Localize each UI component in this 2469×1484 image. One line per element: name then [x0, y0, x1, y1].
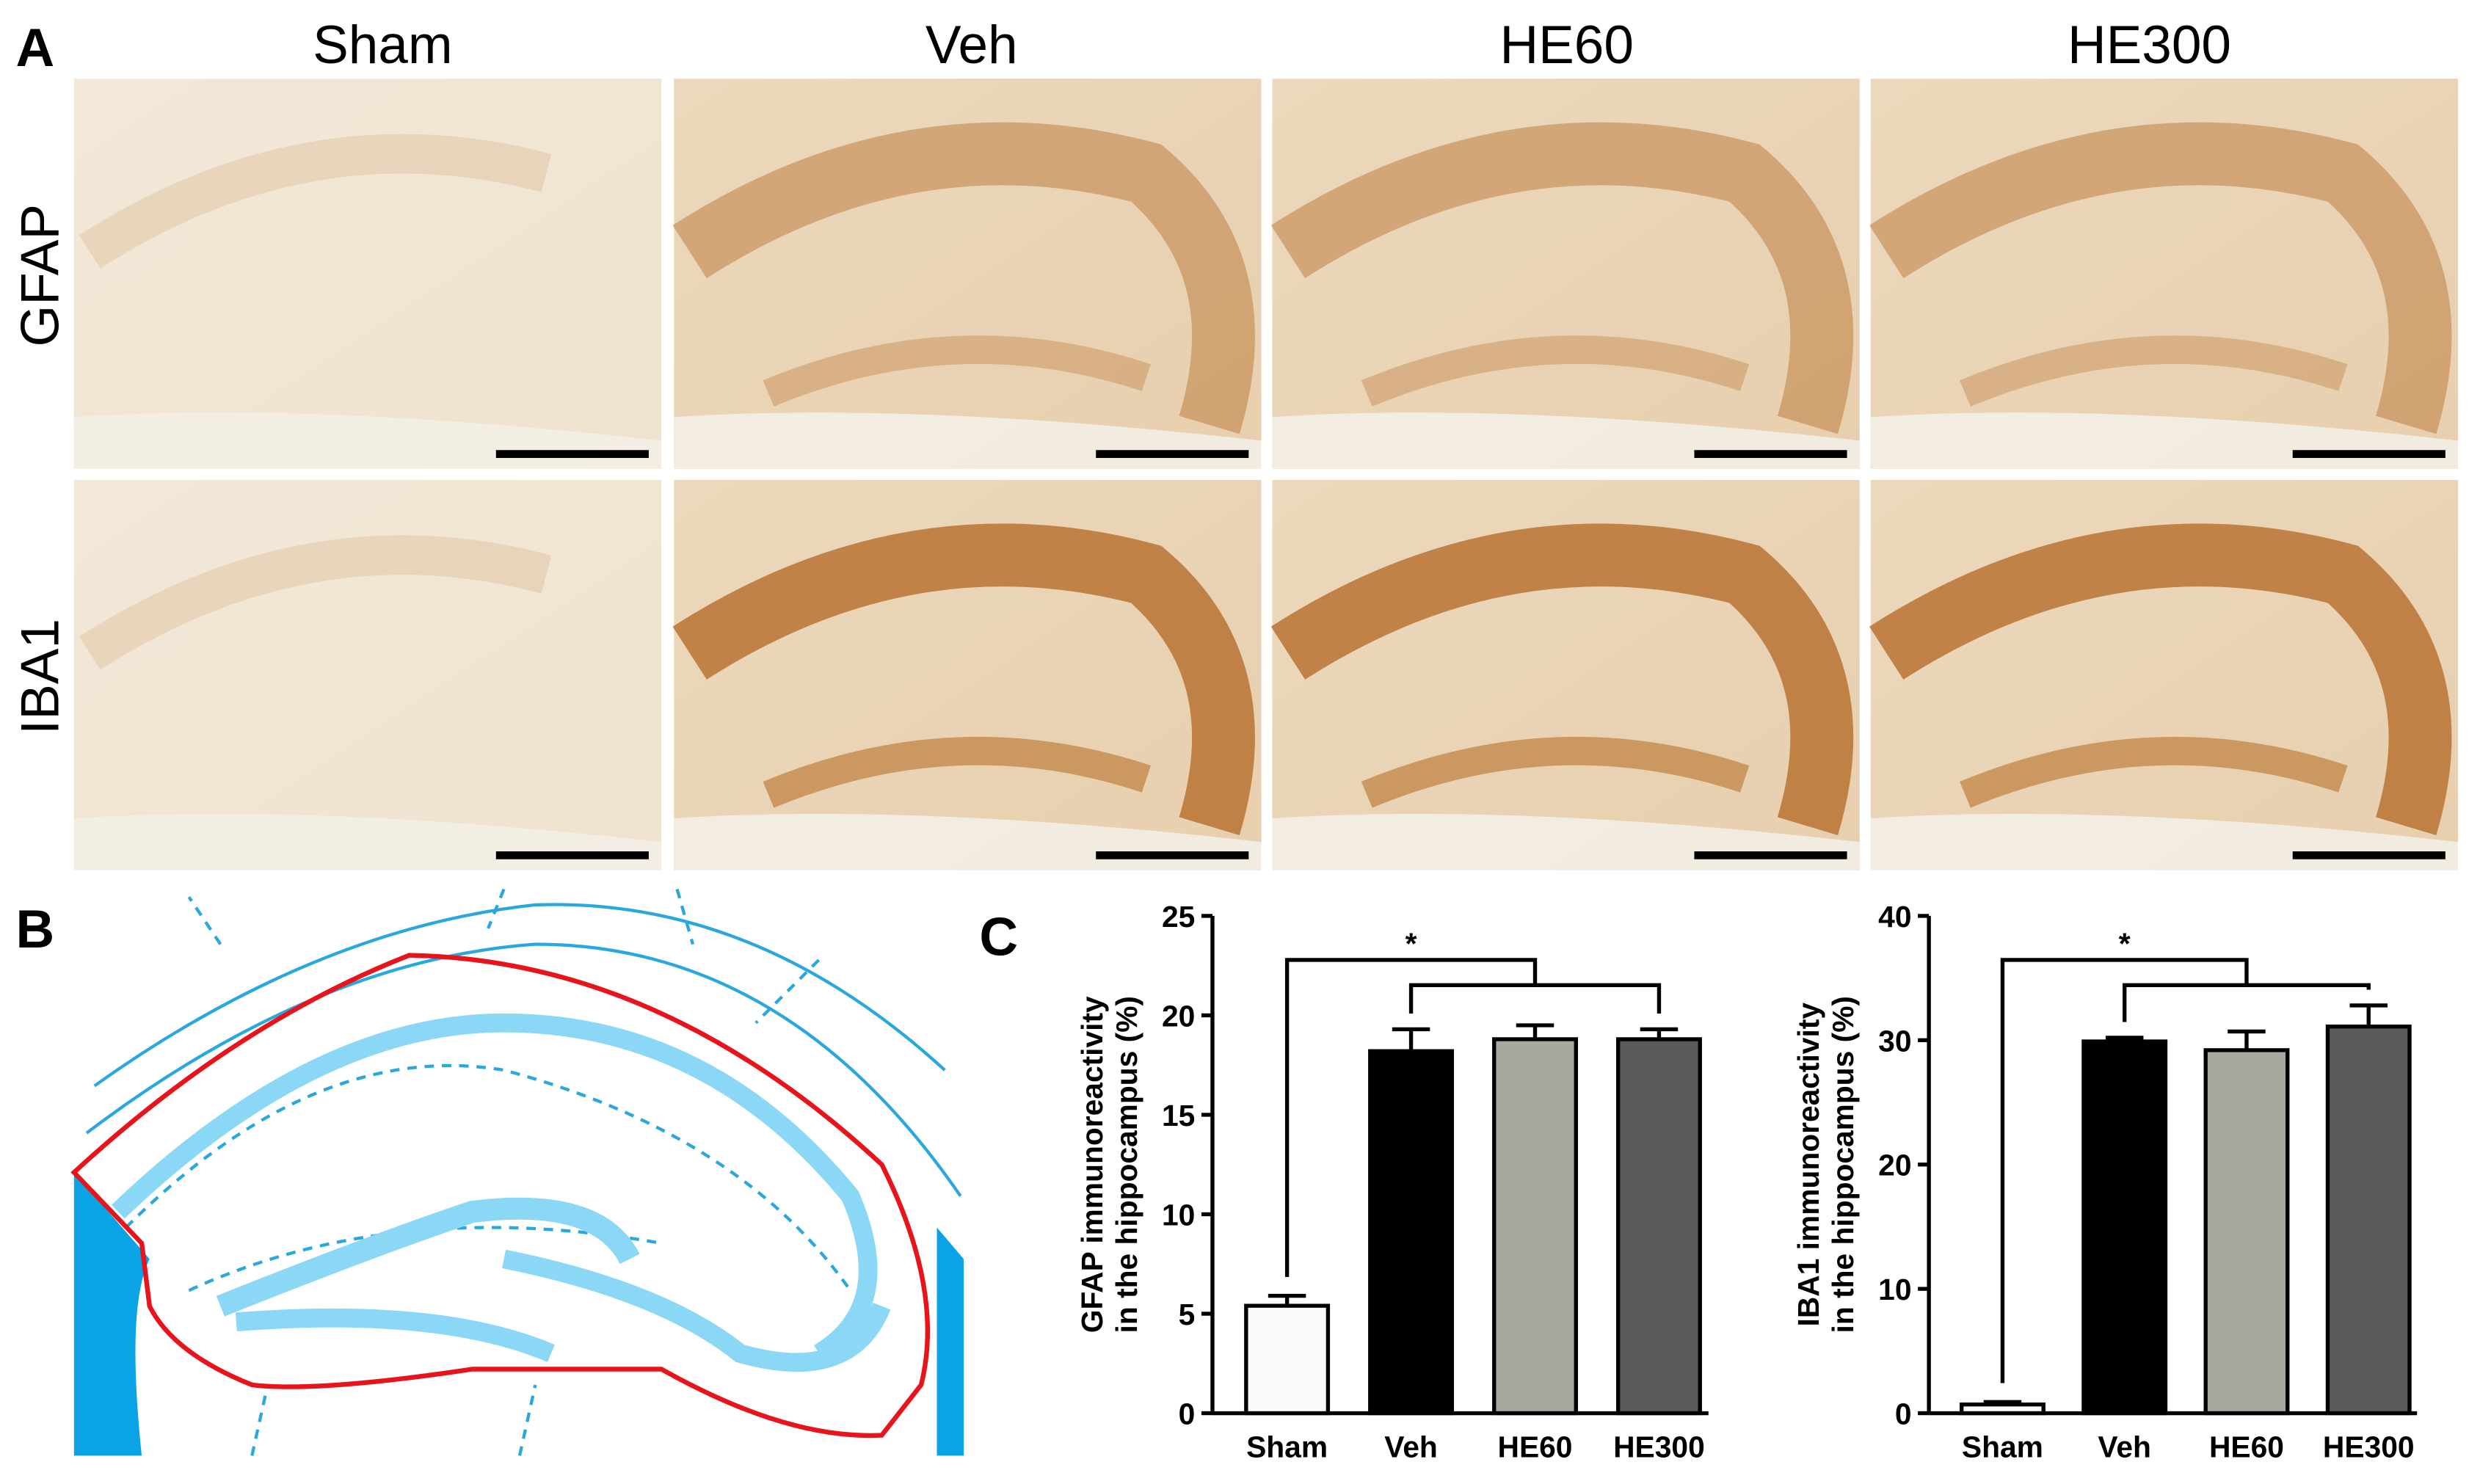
error-bar [1983, 1400, 2022, 1405]
scale-bar [1096, 851, 1249, 859]
error-bar [2228, 1029, 2266, 1050]
x-tick-label: Sham [1962, 1430, 2043, 1464]
bar [1492, 1037, 1578, 1416]
column-label: HE300 [2068, 15, 2231, 75]
stain-band [79, 134, 552, 269]
x-tick-label: Sham [1246, 1430, 1328, 1464]
bar [2081, 1039, 2168, 1416]
stain-band [672, 523, 1255, 836]
stain-band [1270, 523, 1854, 836]
micrograph [672, 79, 1262, 469]
micrograph-bg [73, 479, 662, 870]
micrograph-bg [73, 79, 662, 469]
x-tick-label: HE300 [2323, 1430, 2415, 1464]
row-label: GFAP [10, 204, 70, 346]
diagram [70, 888, 964, 1456]
x-tick-label: Veh [2098, 1430, 2151, 1464]
stain-band [1361, 335, 1750, 407]
y-tick-label: 10 [1162, 1199, 1195, 1232]
error-bar [1516, 1023, 1555, 1039]
annotation: * [1406, 926, 1417, 960]
y-axis-label: in the hippocampus (%) [1110, 996, 1143, 1333]
micrograph [1869, 79, 2458, 469]
bar-chart: 0 10 20 30 40 IBA1 immunoreactivity in the hip… [1792, 900, 2418, 1464]
panel-label: C [979, 908, 1018, 967]
error-bar [2105, 1036, 2144, 1042]
bar [1244, 1303, 1331, 1416]
annotation: * [2119, 926, 2131, 960]
scale-bar [2292, 851, 2446, 859]
bracket [1408, 983, 1662, 1014]
y-tick-label: 0 [1895, 1397, 1912, 1431]
column-label: HE60 [1499, 15, 1633, 75]
error-bar [1268, 1293, 1306, 1306]
scale-bar [1096, 450, 1249, 458]
stain-band [1869, 523, 2452, 836]
error-bar [1392, 1027, 1430, 1052]
panel-label: B [15, 900, 54, 959]
bracket [2123, 983, 2371, 1022]
x-tick-label: Veh [1384, 1430, 1438, 1464]
stain-band [1869, 122, 2452, 434]
bar [1959, 1402, 2046, 1416]
column-label: Veh [926, 15, 1018, 75]
stain-band [763, 335, 1151, 407]
x-tick-label: HE300 [1613, 1430, 1705, 1464]
y-tick-label: 25 [1162, 900, 1195, 934]
x-tick-label: HE60 [1498, 1430, 1573, 1464]
micrograph [672, 479, 1262, 870]
y-tick-label: 0 [1179, 1397, 1196, 1431]
y-tick-label: 10 [1878, 1273, 1911, 1306]
micrograph [1869, 479, 2458, 870]
stain-band [1960, 737, 2348, 808]
bracket [1284, 958, 1538, 1277]
stain-band [1960, 335, 2348, 407]
micrograph [1270, 79, 1860, 469]
stain-band [1361, 737, 1750, 808]
y-tick-label: 15 [1162, 1099, 1195, 1132]
stain-band [1270, 122, 1854, 434]
scale-bar [2292, 450, 2446, 458]
bar [2325, 1025, 2412, 1416]
column-label: Sham [313, 15, 453, 75]
micrograph-bg [1272, 79, 1860, 469]
scale-bar [1694, 851, 1847, 859]
y-tick-label: 40 [1878, 900, 1911, 934]
scale-bar [495, 450, 649, 458]
micrograph-bg [1870, 79, 2458, 469]
y-tick-label: 5 [1179, 1298, 1196, 1331]
row-label: IBA1 [10, 619, 70, 735]
bracket [2000, 958, 2249, 1383]
bar-chart: 0 5 10 15 20 25 GFAP immunoreactivity in the hi… [1075, 900, 1709, 1464]
micrograph-bg [674, 79, 1262, 469]
scale-bar [1694, 450, 1847, 458]
x-tick-label: HE60 [2209, 1430, 2284, 1464]
stain-band [763, 737, 1151, 808]
y-axis-label: GFAP immunoreactivity [1075, 996, 1109, 1333]
micrograph [73, 479, 662, 870]
panel-label: A [15, 18, 54, 78]
y-axis-label: IBA1 immunoreactivity [1792, 1003, 1825, 1327]
error-bar [1640, 1027, 1679, 1039]
y-axis-label: in the hippocampus (%) [1826, 996, 1860, 1333]
bar [1615, 1037, 1702, 1416]
y-tick-label: 30 [1878, 1024, 1911, 1058]
stain-band [79, 535, 552, 670]
error-bar [2349, 1003, 2388, 1027]
bar [1368, 1049, 1455, 1416]
micrographs [73, 79, 2458, 870]
bar [2203, 1048, 2290, 1416]
scale-bar [495, 851, 649, 859]
micrograph [1270, 479, 1860, 870]
micrograph [73, 79, 662, 469]
y-tick-label: 20 [1162, 999, 1195, 1033]
stain-band [672, 122, 1255, 434]
y-tick-label: 20 [1878, 1149, 1911, 1182]
